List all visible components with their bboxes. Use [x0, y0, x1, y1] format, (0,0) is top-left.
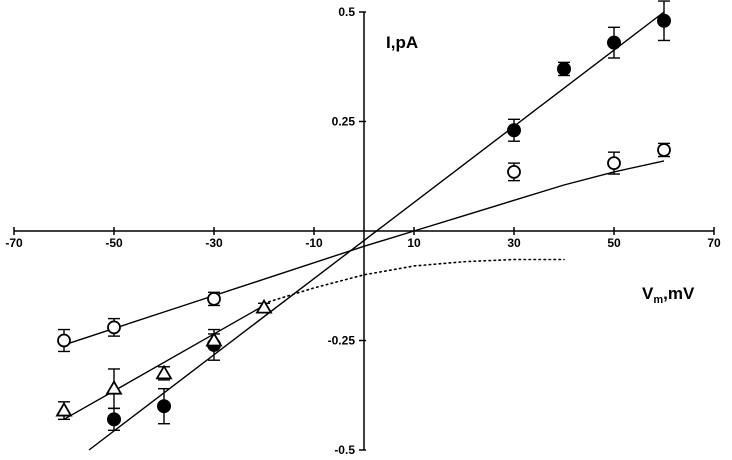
y-tick-label: -0.25 — [328, 334, 356, 348]
data-point-filled-circle — [657, 13, 671, 28]
y-tick-label: -0.5 — [334, 443, 355, 457]
data-point-open-circle — [507, 164, 521, 179]
x-tick-label: -50 — [105, 236, 123, 250]
x-tick-label: 10 — [407, 236, 421, 250]
data-point-open-circle — [607, 156, 621, 171]
x-tick-label: -10 — [305, 236, 323, 250]
x-axis-label: Vm,mV — [642, 284, 695, 306]
data-point-open-triangle — [55, 401, 73, 417]
data-point-open-circle — [107, 320, 121, 335]
x-tick-label: -30 — [205, 236, 223, 250]
data-point-open-circle — [207, 291, 221, 306]
data-point-open-circle — [657, 143, 671, 157]
data-point-open-triangle — [155, 364, 173, 380]
y-tick-label: 0.25 — [332, 115, 356, 129]
axis-ticks: -70 -50 -30 -10 10 30 50 70 0.5 0.25 -0.25 -0.5 — [5, 5, 721, 457]
y-tick-label: 0.5 — [338, 5, 355, 19]
data-point-filled-circle — [157, 399, 171, 414]
x-axis-label-subscript: m — [653, 294, 663, 306]
x-axis-label-symbol: V — [642, 284, 654, 303]
data-point-open-triangle — [255, 298, 273, 314]
x-tick-label: 50 — [607, 236, 621, 250]
data-point-filled-circle — [557, 61, 571, 76]
data-point-open-circle — [57, 333, 71, 348]
data-markers — [55, 13, 671, 427]
x-axis-label-unit: ,mV — [663, 284, 695, 303]
data-point-open-triangle — [105, 379, 123, 395]
x-tick-label: -70 — [5, 236, 23, 250]
y-axis-label: I,pA — [386, 33, 418, 52]
dotted-extension-open-triangle — [263, 258, 565, 305]
data-point-filled-circle — [607, 35, 621, 50]
axes — [14, 12, 714, 450]
data-point-filled-circle — [107, 412, 121, 427]
fit-line-open-triangle — [63, 304, 265, 420]
data-point-filled-circle — [507, 123, 521, 138]
data-point-open-triangle — [205, 331, 223, 347]
x-tick-label: 70 — [707, 236, 721, 250]
x-tick-label: 30 — [507, 236, 521, 250]
